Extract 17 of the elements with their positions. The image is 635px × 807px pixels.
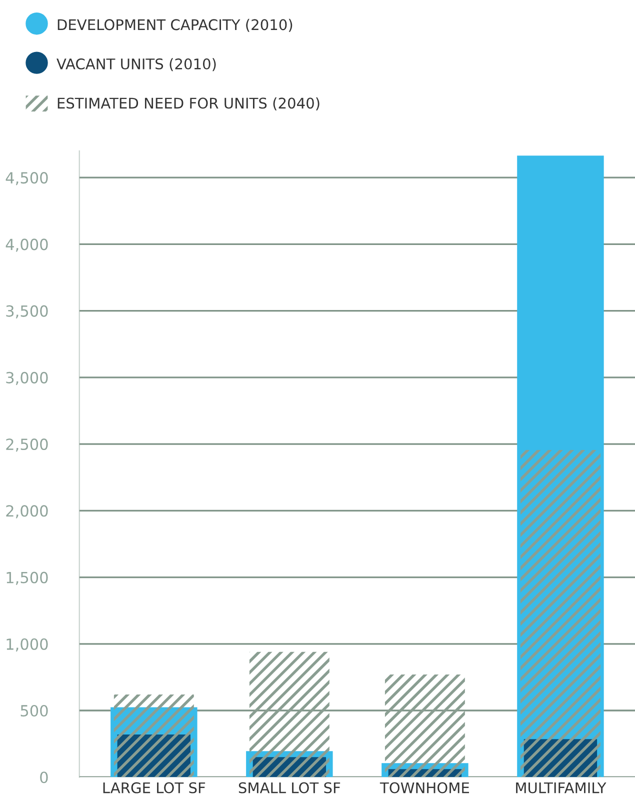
legend-label: DEVELOPMENT CAPACITY (2010) xyxy=(58,18,292,32)
y-tick-label: 4,000 xyxy=(6,238,48,252)
x-tick-label: LARGE LOT SF xyxy=(103,782,206,794)
x-tick-label: MULTIFAMILY xyxy=(516,782,606,794)
y-tick-label: 1,000 xyxy=(6,638,48,652)
y-tick-label: 2,500 xyxy=(6,438,48,452)
y-tick-label: 2,000 xyxy=(6,505,48,518)
x-tick-label: SMALL LOT SF xyxy=(238,782,340,794)
legend-label: ESTIMATED NEED FOR UNITS (2040) xyxy=(58,97,320,110)
legend-label: VACANT UNITS (2010) xyxy=(56,58,216,72)
y-tick-label: 500 xyxy=(20,704,48,717)
x-tick-label: TOWNHOME xyxy=(380,782,469,794)
y-tick-label: 1,500 xyxy=(6,572,48,585)
y-tick-label: 3,000 xyxy=(6,372,48,385)
y-tick-label: 4,500 xyxy=(6,172,48,186)
y-tick-label: 0 xyxy=(40,772,48,784)
y-tick-label: 3,500 xyxy=(6,305,48,318)
